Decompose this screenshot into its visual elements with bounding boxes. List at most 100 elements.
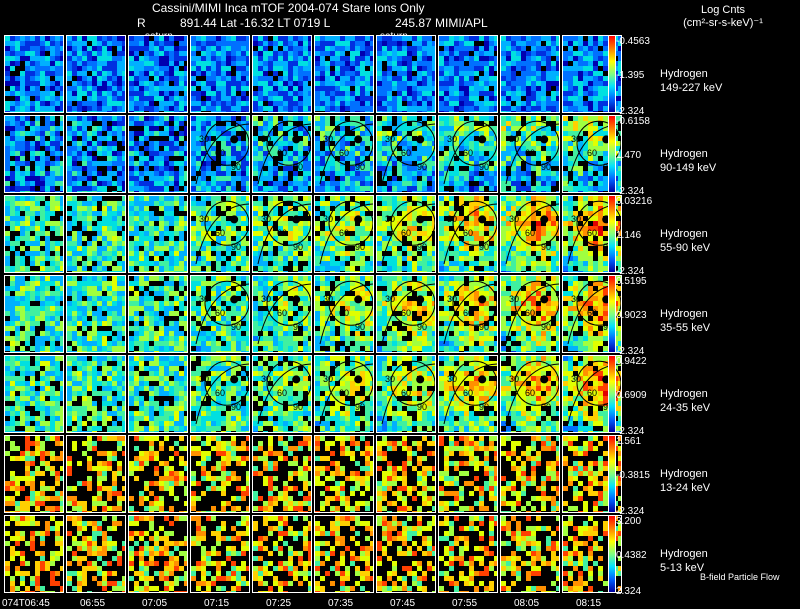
svg-text:30: 30 bbox=[447, 134, 457, 144]
colorbar-min-label: -2.324 bbox=[616, 266, 645, 277]
image-panel bbox=[4, 435, 64, 513]
image-panel bbox=[314, 35, 374, 113]
panel-image bbox=[129, 276, 187, 352]
image-grid: 30 60 90 30 60 90 30 60 90 30 60 90 30 60 90 30 60 90 30 60… bbox=[4, 35, 622, 598]
svg-text:60: 60 bbox=[463, 148, 473, 158]
energy-range: 35-55 keV bbox=[660, 322, 711, 334]
colorbar-mid-label: 1.470 bbox=[616, 150, 642, 161]
species-label: Hydrogen 35-55 keV bbox=[660, 307, 710, 335]
energy-range: 13-24 keV bbox=[660, 482, 711, 494]
image-panel bbox=[500, 515, 560, 593]
panel-image bbox=[377, 516, 435, 592]
svg-text:30: 30 bbox=[199, 134, 209, 144]
svg-text:60: 60 bbox=[587, 148, 597, 158]
image-panel bbox=[128, 35, 188, 113]
colorbar-min-label: 2.324 bbox=[616, 586, 642, 597]
plot-title: Cassini/MIMI Inca mTOF 2004-074 Stare Io… bbox=[152, 1, 425, 15]
svg-text:30: 30 bbox=[509, 134, 519, 144]
svg-text:60: 60 bbox=[339, 148, 349, 158]
time-tick: 08:05 bbox=[514, 598, 540, 609]
image-panel bbox=[190, 435, 250, 513]
image-panel bbox=[190, 35, 250, 113]
panel-image bbox=[5, 276, 63, 352]
svg-text:30: 30 bbox=[385, 134, 395, 144]
colorbar-mid-label: 0.9023 bbox=[616, 310, 647, 321]
energy-range: 5-13 keV bbox=[660, 562, 705, 574]
panel-image bbox=[5, 516, 63, 592]
svg-text:90: 90 bbox=[479, 162, 489, 172]
image-panel bbox=[66, 115, 126, 193]
svg-text:60: 60 bbox=[401, 228, 411, 238]
time-tick: 08:15 bbox=[576, 598, 602, 609]
image-panel bbox=[4, 275, 64, 353]
colorbar-max-label: 3.200 bbox=[616, 516, 642, 527]
image-row bbox=[4, 515, 622, 593]
panel-image bbox=[5, 356, 63, 432]
image-panel bbox=[438, 35, 498, 113]
panel-image bbox=[67, 196, 125, 272]
species-name: Hydrogen bbox=[660, 548, 708, 560]
panel-image bbox=[5, 436, 63, 512]
panel-image bbox=[129, 36, 187, 112]
image-panel bbox=[128, 355, 188, 433]
colorbar bbox=[608, 115, 616, 193]
image-panel bbox=[314, 435, 374, 513]
time-tick: 06:55 bbox=[80, 598, 106, 609]
colorbar-max-label: 0.5195 bbox=[616, 276, 647, 287]
colorbar-mid-label: -0.3815 bbox=[616, 470, 650, 481]
svg-text:60: 60 bbox=[525, 148, 535, 158]
panel-image bbox=[439, 516, 497, 592]
panel-image bbox=[67, 436, 125, 512]
panel-image bbox=[439, 436, 497, 512]
energy-range: 90-149 keV bbox=[660, 162, 717, 174]
panel-image bbox=[377, 36, 435, 112]
colorbar-max-label: 1.561 bbox=[616, 436, 642, 447]
panel-image bbox=[315, 436, 373, 512]
colorbar bbox=[608, 195, 616, 273]
panel-image bbox=[191, 516, 249, 592]
r-value: 891.44 Lat -16.32 LT 0719 L bbox=[180, 16, 331, 30]
energy-range: 24-35 keV bbox=[660, 402, 711, 414]
colorbar-min-label: -2.324 bbox=[616, 106, 645, 117]
image-panel bbox=[4, 35, 64, 113]
image-panel bbox=[66, 35, 126, 113]
panel-image bbox=[191, 36, 249, 112]
colorbar-mid-label: 0.6909 bbox=[616, 390, 647, 401]
svg-text:90: 90 bbox=[293, 242, 303, 252]
units-line-1: Log Cnts bbox=[700, 4, 746, 16]
image-panel bbox=[128, 275, 188, 353]
panel-image bbox=[315, 36, 373, 112]
image-panel bbox=[500, 35, 560, 113]
svg-text:60: 60 bbox=[401, 148, 411, 158]
image-row bbox=[4, 35, 622, 113]
colorbar-mid-label: 1.146 bbox=[616, 230, 642, 241]
time-tick: 074T06:45 bbox=[2, 598, 50, 609]
image-row: 30 60 90 30 60 90 30 60 90 30 60 90 30 60 90 30 60 90 30 60… bbox=[4, 195, 622, 273]
panel-image bbox=[439, 36, 497, 112]
colorbar-max-label: -0.6158 bbox=[616, 116, 650, 127]
